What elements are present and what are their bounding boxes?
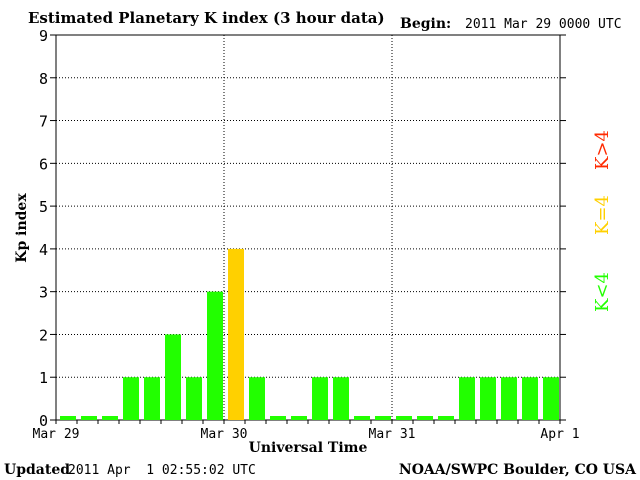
kp-bar — [60, 416, 76, 420]
y-tick-label: 6 — [39, 155, 48, 173]
kp-bar — [165, 334, 181, 420]
kp-bar — [522, 377, 538, 420]
kp-bar — [333, 377, 349, 420]
kp-bar — [480, 377, 496, 420]
source-credit: NOAA/SWPC Boulder, CO USA — [399, 462, 637, 478]
chart-title: Estimated Planetary K index (3 hour data… — [28, 9, 385, 27]
legend-k-above-4: K>4 — [592, 130, 613, 170]
x-tick-label: Mar 31 — [369, 427, 416, 442]
kp-bar — [123, 377, 139, 420]
x-tick-label: Mar 29 — [33, 427, 80, 442]
y-tick-label: 5 — [39, 198, 48, 216]
x-axis-ticks: Mar 29 Mar 30 Mar 31 Apr 1 — [33, 420, 580, 442]
x-axis-label: Universal Time — [249, 440, 368, 456]
kp-bar — [375, 416, 391, 420]
y-axis-ticks: 0 1 2 3 4 5 6 7 8 9 — [39, 27, 566, 430]
kp-bar — [417, 416, 433, 420]
kp-bar — [81, 416, 97, 420]
x-tick-label: Mar 30 — [201, 427, 248, 442]
kp-bar — [501, 377, 517, 420]
y-tick-label: 9 — [39, 27, 48, 45]
kp-bar — [459, 377, 475, 420]
y-tick-label: 2 — [39, 326, 48, 344]
y-tick-label: 7 — [39, 113, 48, 131]
bars — [60, 248, 559, 420]
kp-bar — [543, 377, 559, 420]
kp-bar — [207, 291, 223, 420]
y-axis-label: Kp index — [14, 193, 30, 263]
kp-bar — [396, 416, 412, 420]
kp-bar — [354, 416, 370, 420]
kp-bar — [312, 377, 328, 420]
kp-bar — [186, 377, 202, 420]
y-tick-label: 3 — [39, 284, 48, 302]
kp-bar — [228, 248, 244, 420]
updated-value: 2011 Apr 1 02:55:02 UTC — [68, 463, 256, 478]
legend-k-below-4: K<4 — [592, 272, 613, 312]
kp-bar — [291, 416, 307, 420]
begin-value: 2011 Mar 29 0000 UTC — [465, 17, 622, 32]
begin-label: Begin: — [400, 16, 451, 32]
kp-bar — [270, 416, 286, 420]
plot-frame — [55, 34, 561, 421]
x-tick-label: Apr 1 — [540, 427, 579, 442]
y-tick-label: 0 — [39, 412, 48, 430]
y-tick-label: 4 — [39, 241, 48, 259]
kp-bar — [249, 377, 265, 420]
y-tick-label: 8 — [39, 70, 48, 88]
grid-lines — [56, 35, 560, 420]
kp-bar — [144, 377, 160, 420]
kp-bar — [438, 416, 454, 420]
updated-label: Updated — [4, 462, 70, 478]
legend-k-equal-4: K=4 — [592, 195, 613, 235]
y-tick-label: 1 — [39, 369, 48, 387]
kp-bar — [102, 416, 118, 420]
